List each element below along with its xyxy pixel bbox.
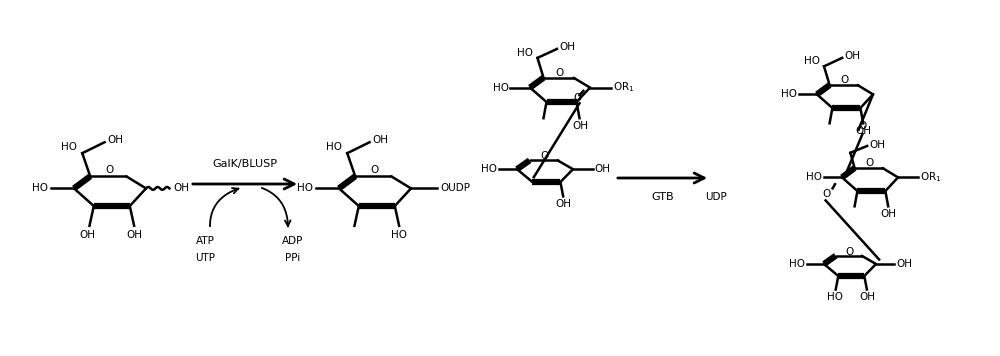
Text: OH: OH (880, 209, 896, 219)
Text: HO: HO (61, 142, 77, 152)
Text: O: O (822, 189, 831, 199)
Text: OUDP: OUDP (440, 183, 470, 193)
Text: OH: OH (859, 293, 875, 303)
Text: O: O (846, 247, 854, 257)
Text: OH: OH (869, 140, 885, 150)
Text: UTP: UTP (195, 253, 215, 263)
Text: O: O (371, 165, 379, 175)
Text: OH: OH (896, 259, 912, 269)
Text: GTB: GTB (651, 192, 674, 202)
Text: HO: HO (326, 142, 342, 152)
Text: HO: HO (391, 230, 407, 240)
Text: GalK/BLUSP: GalK/BLUSP (213, 159, 278, 169)
Text: OH: OH (572, 121, 588, 131)
Text: O: O (858, 121, 867, 131)
Text: OH: OH (173, 183, 189, 193)
Text: OH: OH (595, 164, 611, 174)
Text: O: O (866, 158, 874, 168)
Text: OH: OH (79, 230, 95, 240)
Text: OH: OH (373, 135, 389, 145)
Text: OH: OH (844, 51, 860, 61)
Text: UDP: UDP (705, 192, 727, 202)
Text: OH: OH (855, 126, 871, 136)
Text: O: O (573, 93, 582, 103)
Text: OH: OH (108, 135, 124, 145)
Text: HO: HO (481, 164, 497, 174)
Text: HO: HO (297, 183, 313, 193)
Text: HO: HO (827, 293, 843, 303)
Text: O: O (106, 165, 114, 175)
Text: OR$_1$: OR$_1$ (613, 81, 634, 94)
Text: O: O (841, 75, 849, 85)
Text: HO: HO (789, 259, 805, 269)
Text: ATP: ATP (196, 236, 214, 246)
Text: O: O (541, 151, 549, 161)
Text: HO: HO (806, 172, 822, 182)
Text: OH: OH (559, 42, 575, 52)
Text: HO: HO (804, 56, 820, 66)
Text: OH: OH (126, 230, 142, 240)
Text: HO: HO (781, 89, 797, 99)
Text: O: O (556, 68, 564, 78)
Text: HO: HO (32, 183, 48, 193)
Text: OH: OH (555, 199, 571, 209)
Text: HO: HO (492, 83, 509, 93)
Text: PPi: PPi (285, 253, 301, 263)
Text: ADP: ADP (282, 236, 304, 246)
Text: OR$_1$: OR$_1$ (920, 171, 941, 184)
Text: HO: HO (518, 48, 534, 58)
